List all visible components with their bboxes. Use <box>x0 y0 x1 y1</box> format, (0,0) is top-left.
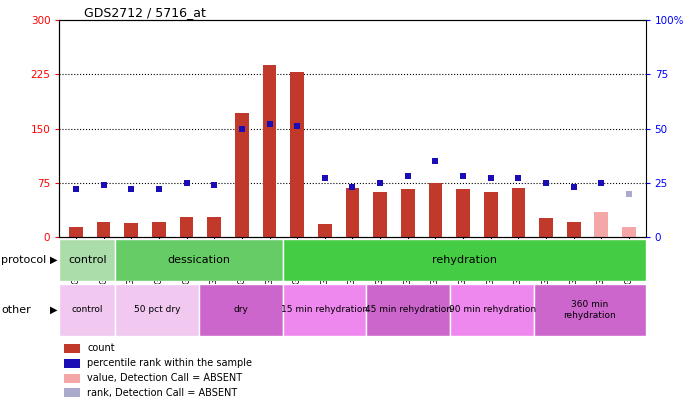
Bar <box>262 65 276 237</box>
Bar <box>539 218 553 237</box>
Text: rehydration: rehydration <box>431 255 497 265</box>
Text: dry: dry <box>233 305 248 314</box>
Bar <box>318 224 332 237</box>
Bar <box>429 183 443 237</box>
Bar <box>152 222 166 237</box>
Bar <box>115 239 283 281</box>
Text: dessication: dessication <box>168 255 230 265</box>
Bar <box>456 189 470 237</box>
Text: control: control <box>68 255 107 265</box>
Bar <box>235 113 248 237</box>
Bar <box>534 284 646 336</box>
Text: 360 min
rehydration: 360 min rehydration <box>563 300 616 320</box>
Bar <box>69 227 83 237</box>
Bar <box>283 284 366 336</box>
Text: protocol: protocol <box>1 255 47 265</box>
Bar <box>283 239 646 281</box>
Bar <box>207 217 221 237</box>
Bar <box>401 189 415 237</box>
Text: ▶: ▶ <box>50 255 58 265</box>
Text: 15 min rehydration: 15 min rehydration <box>281 305 368 314</box>
Bar <box>567 222 581 237</box>
Bar <box>512 188 526 237</box>
Bar <box>622 227 636 237</box>
Text: count: count <box>87 343 115 353</box>
Bar <box>450 284 534 336</box>
Text: control: control <box>71 305 103 314</box>
Text: value, Detection Call = ABSENT: value, Detection Call = ABSENT <box>87 373 242 383</box>
Bar <box>373 192 387 237</box>
Text: 50 pct dry: 50 pct dry <box>134 305 180 314</box>
Bar <box>290 72 304 237</box>
Bar <box>179 217 193 237</box>
Bar <box>484 192 498 237</box>
Text: 45 min rehydration: 45 min rehydration <box>365 305 452 314</box>
Bar <box>346 188 359 237</box>
Text: rank, Detection Call = ABSENT: rank, Detection Call = ABSENT <box>87 388 237 398</box>
Bar <box>59 284 115 336</box>
Bar <box>199 284 283 336</box>
Bar <box>366 284 450 336</box>
Text: GDS2712 / 5716_at: GDS2712 / 5716_at <box>84 6 206 19</box>
Bar <box>595 212 609 237</box>
Bar <box>59 239 115 281</box>
Bar <box>124 223 138 237</box>
Text: 90 min rehydration: 90 min rehydration <box>449 305 535 314</box>
Text: ▶: ▶ <box>50 305 58 315</box>
Text: other: other <box>1 305 31 315</box>
Bar <box>96 222 110 237</box>
Bar <box>115 284 199 336</box>
Text: percentile rank within the sample: percentile rank within the sample <box>87 358 252 368</box>
